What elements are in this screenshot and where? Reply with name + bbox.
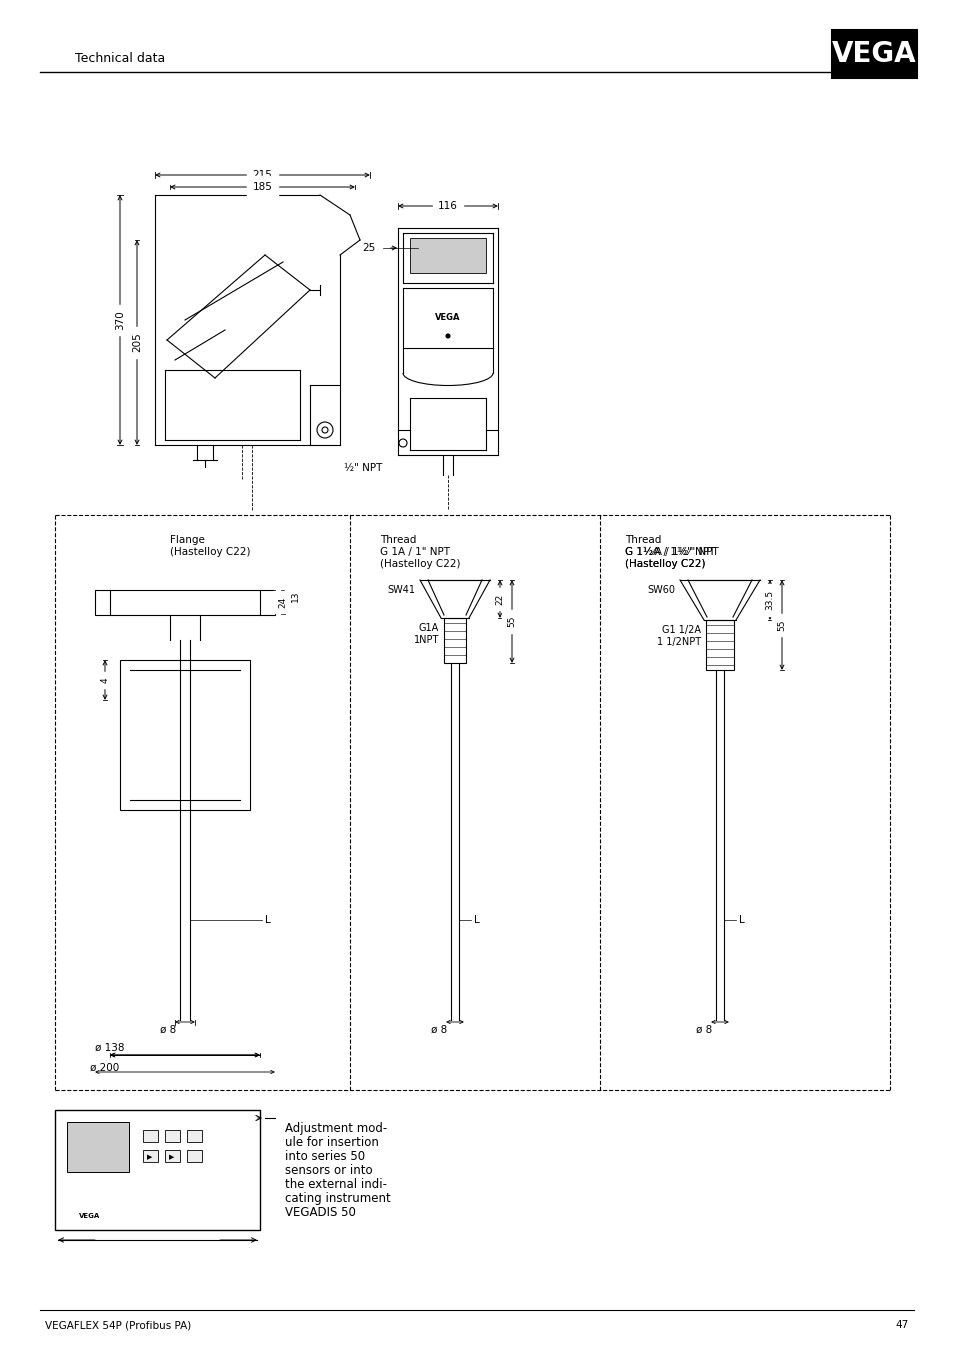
Text: ø 200: ø 200 xyxy=(90,1063,119,1072)
Text: Adjustment mod-: Adjustment mod- xyxy=(285,1122,387,1135)
Text: VEGA: VEGA xyxy=(79,1213,100,1219)
Text: G1 1/2A: G1 1/2A xyxy=(661,626,700,635)
Text: L: L xyxy=(265,915,271,925)
Text: 25: 25 xyxy=(362,242,375,253)
Text: (Hastelloy C̈22): (Hastelloy C̈22) xyxy=(624,559,705,569)
Text: Flange: Flange xyxy=(170,535,205,546)
Bar xyxy=(187,1150,202,1162)
Text: 215: 215 xyxy=(253,171,273,180)
Bar xyxy=(95,590,274,615)
Text: 55: 55 xyxy=(507,616,516,627)
Text: ▶: ▶ xyxy=(147,1154,152,1160)
Text: VEGA: VEGA xyxy=(435,314,460,322)
Bar xyxy=(120,659,250,810)
Text: 1 1/2NPT: 1 1/2NPT xyxy=(657,636,700,647)
Text: 47: 47 xyxy=(895,1320,908,1330)
Bar xyxy=(443,617,465,663)
Bar xyxy=(831,30,916,79)
Circle shape xyxy=(446,334,450,338)
Text: 116: 116 xyxy=(437,200,457,211)
Text: SW60: SW60 xyxy=(646,585,675,594)
Text: Technical data: Technical data xyxy=(75,51,165,65)
Text: 205: 205 xyxy=(132,333,142,352)
Text: the external indi-: the external indi- xyxy=(285,1178,387,1192)
Text: 55: 55 xyxy=(777,619,785,631)
Text: VEGAFLEX 54P (Profibus PA): VEGAFLEX 54P (Profibus PA) xyxy=(45,1320,191,1330)
Bar xyxy=(143,1150,158,1162)
Text: 185: 185 xyxy=(253,181,273,192)
Text: G 1½⁄A / 1½⁄" NPT: G 1½⁄A / 1½⁄" NPT xyxy=(624,547,718,556)
Text: 1NPT: 1NPT xyxy=(414,635,438,645)
Bar xyxy=(410,238,485,274)
Bar xyxy=(165,1131,180,1141)
Bar xyxy=(67,1122,129,1173)
Text: 24: 24 xyxy=(278,596,287,608)
Text: SW41: SW41 xyxy=(387,585,415,594)
Text: ø 8: ø 8 xyxy=(160,1025,176,1034)
Text: VEGA: VEGA xyxy=(831,41,916,68)
Bar xyxy=(143,1131,158,1141)
Text: ½" NPT: ½" NPT xyxy=(343,463,382,473)
Text: 4: 4 xyxy=(100,677,110,682)
Text: 33.5: 33.5 xyxy=(764,590,774,611)
Text: G 1A / 1" NPT: G 1A / 1" NPT xyxy=(379,547,450,556)
Text: G 1½A / 1½" NPT: G 1½A / 1½" NPT xyxy=(624,547,715,556)
Text: cating instrument: cating instrument xyxy=(285,1192,391,1205)
Text: Thread: Thread xyxy=(379,535,416,546)
Text: ø 138: ø 138 xyxy=(95,1043,125,1053)
Text: L: L xyxy=(474,915,479,925)
Text: L: L xyxy=(739,915,744,925)
Text: (Hastelloy C22): (Hastelloy C22) xyxy=(624,559,705,569)
Bar xyxy=(55,1110,260,1229)
Text: VEGADIS 50: VEGADIS 50 xyxy=(285,1206,355,1219)
Bar xyxy=(705,620,733,670)
Bar xyxy=(165,1150,180,1162)
Text: Thread: Thread xyxy=(624,535,660,546)
Text: ule for insertion: ule for insertion xyxy=(285,1136,378,1150)
Text: (Hastelloy C22): (Hastelloy C22) xyxy=(170,547,251,556)
Text: (Hastelloy C22): (Hastelloy C22) xyxy=(379,559,460,569)
Text: G1A: G1A xyxy=(418,623,438,634)
Bar xyxy=(187,1131,202,1141)
Text: 13: 13 xyxy=(291,590,299,603)
Text: ø 8: ø 8 xyxy=(696,1025,712,1034)
Text: sensors or into: sensors or into xyxy=(285,1164,373,1177)
Text: ø 8: ø 8 xyxy=(431,1025,447,1034)
Text: 370: 370 xyxy=(115,310,125,330)
Text: ▶: ▶ xyxy=(169,1154,174,1160)
Text: into series 50: into series 50 xyxy=(285,1150,365,1163)
Text: 22: 22 xyxy=(495,593,504,605)
